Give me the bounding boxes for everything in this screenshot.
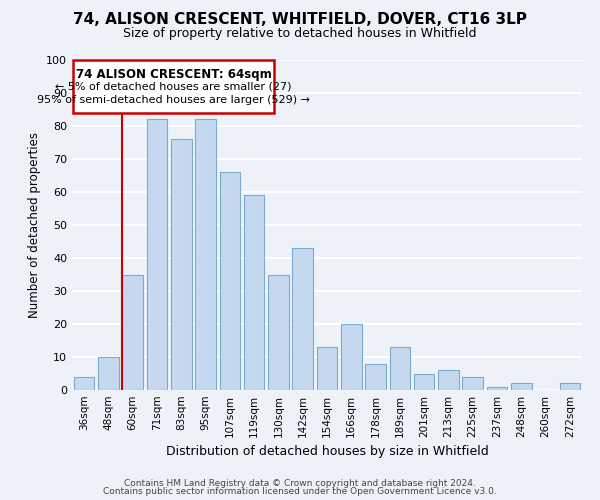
Bar [463, 377, 483, 390]
Bar [220, 172, 240, 390]
Bar [341, 324, 362, 390]
X-axis label: Distribution of detached houses by size in Whitfield: Distribution of detached houses by size … [166, 446, 488, 458]
Bar [487, 386, 508, 390]
Bar [317, 347, 337, 390]
Text: 95% of semi-detached houses are larger (529) →: 95% of semi-detached houses are larger (… [37, 94, 310, 104]
Bar [244, 196, 265, 390]
Bar [171, 139, 191, 390]
Bar [268, 274, 289, 390]
Bar [146, 120, 167, 390]
Bar [414, 374, 434, 390]
Bar [560, 384, 580, 390]
Bar [122, 274, 143, 390]
Text: 74 ALISON CRESCENT: 64sqm: 74 ALISON CRESCENT: 64sqm [76, 68, 271, 81]
Bar [511, 384, 532, 390]
Bar [74, 377, 94, 390]
Text: Contains HM Land Registry data © Crown copyright and database right 2024.: Contains HM Land Registry data © Crown c… [124, 478, 476, 488]
Text: 74, ALISON CRESCENT, WHITFIELD, DOVER, CT16 3LP: 74, ALISON CRESCENT, WHITFIELD, DOVER, C… [73, 12, 527, 28]
Text: Size of property relative to detached houses in Whitfield: Size of property relative to detached ho… [123, 28, 477, 40]
Bar [98, 357, 119, 390]
Bar [73, 60, 274, 113]
Bar [438, 370, 459, 390]
Bar [365, 364, 386, 390]
Text: ← 5% of detached houses are smaller (27): ← 5% of detached houses are smaller (27) [55, 82, 292, 92]
Y-axis label: Number of detached properties: Number of detached properties [28, 132, 41, 318]
Bar [292, 248, 313, 390]
Bar [389, 347, 410, 390]
Bar [195, 120, 216, 390]
Text: Contains public sector information licensed under the Open Government Licence v3: Contains public sector information licen… [103, 487, 497, 496]
